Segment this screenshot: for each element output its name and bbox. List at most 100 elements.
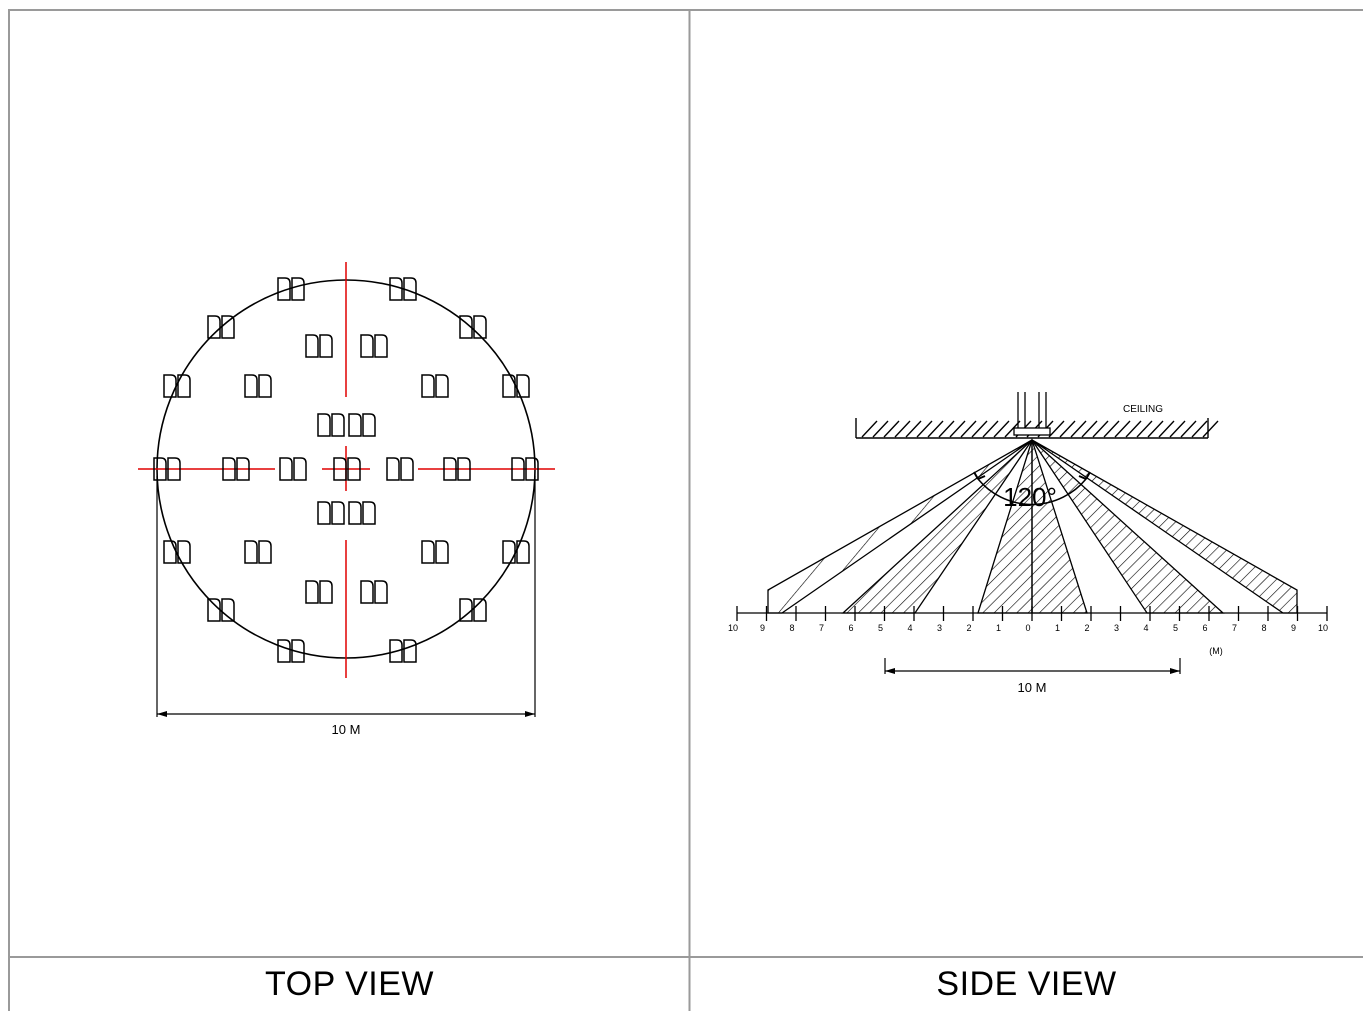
zone-segment (177, 540, 191, 564)
detection-zone-marker (459, 315, 487, 339)
zone-segment (244, 540, 258, 564)
zone-segment (386, 457, 400, 481)
zone-segment (360, 580, 374, 604)
zone-segment (435, 374, 449, 398)
ceiling-hatch-mark (1136, 420, 1153, 438)
detection-zone-marker (153, 457, 181, 481)
detection-zone-marker (277, 639, 305, 663)
scale-tick-label: 9 (760, 623, 765, 633)
side-dim-arrow-right (1170, 668, 1180, 674)
scale-tick-label: 10 (1318, 623, 1328, 633)
scale-tick-label: 8 (1261, 623, 1266, 633)
crosshair (138, 262, 555, 678)
ceiling-hatch-mark (1092, 420, 1109, 438)
zone-segment (244, 374, 258, 398)
zone-segment (221, 598, 235, 622)
zone-segment (443, 457, 457, 481)
ceiling-hatch-mark (938, 420, 955, 438)
zone-segment (167, 457, 181, 481)
detection-zone-marker (163, 374, 191, 398)
detection-zone-marker (443, 457, 471, 481)
detection-zone-marker (511, 457, 539, 481)
detection-zone-marker (277, 277, 305, 301)
zone-segment (400, 457, 414, 481)
detection-zone-marker (207, 315, 235, 339)
detection-zone-marker (360, 334, 388, 358)
detection-zone-marker (360, 580, 388, 604)
detection-zone-marker (305, 334, 333, 358)
zone-segment (305, 334, 319, 358)
detection-zone-marker (163, 540, 191, 564)
zone-segment (279, 457, 293, 481)
ceiling-hatch-mark (1048, 420, 1065, 438)
ceiling-hatch-mark (894, 420, 911, 438)
zone-segment (459, 315, 473, 339)
zone-segment (421, 374, 435, 398)
detection-zone-marker (389, 277, 417, 301)
scale-tick-label: 3 (937, 623, 942, 633)
detection-zone-marker (421, 374, 449, 398)
top-dimension-label: 10 M (332, 722, 361, 737)
unit-label: (M) (1209, 646, 1223, 656)
scale-tick-label: 6 (848, 623, 853, 633)
top-dimension (156, 476, 536, 717)
ceiling-hatch-mark (916, 420, 933, 438)
zone-segment (403, 277, 417, 301)
angle-arrow-right (1078, 471, 1091, 480)
angle-arrow-left (973, 471, 986, 480)
detection-zone-marker (389, 639, 417, 663)
zone-segment (291, 277, 305, 301)
dim-arrow-right (525, 711, 535, 717)
detection-zone-marker (502, 540, 530, 564)
scale-tick-label: 1 (996, 623, 1001, 633)
ceiling-label: CEILING (1123, 404, 1163, 415)
zone-segment (277, 639, 291, 663)
ceiling-hatch-mark (982, 420, 999, 438)
side-view-caption: SIDE VIEW (936, 965, 1117, 1003)
zone-segment (459, 598, 473, 622)
scale-tick-label: 8 (789, 623, 794, 633)
zone-segment (153, 457, 167, 481)
scale-tick-label: 7 (1232, 623, 1237, 633)
angle-indicator (973, 440, 1091, 613)
ceiling-hatch-mark (872, 420, 889, 438)
ceiling-hatch-mark (1158, 420, 1175, 438)
ceiling-hatch-mark (993, 420, 1010, 438)
zone-segment (258, 540, 272, 564)
scale-tick-label: 4 (1143, 623, 1148, 633)
frame-border (8, 9, 1363, 1011)
zone-segment (435, 540, 449, 564)
side-view: CEILING 120° 10 9 8 7 6 5 4 3 2 1 0 1 2 3 4 5 6 7 8 9 10 (728, 392, 1328, 695)
detection-zone-marker (502, 374, 530, 398)
ceiling-hatch-mark (1059, 420, 1076, 438)
zone-segment (222, 457, 236, 481)
scale-tick-label: 1 (1055, 623, 1060, 633)
scale-tick-label: 3 (1114, 623, 1119, 633)
zone-segment (421, 540, 435, 564)
side-dim-arrow-left (885, 668, 895, 674)
zone-segment (473, 598, 487, 622)
ceiling-hatch-mark (1147, 420, 1164, 438)
zone-segment (457, 457, 471, 481)
zone-segment (360, 334, 374, 358)
zone-segment (511, 457, 525, 481)
zone-segment (305, 580, 319, 604)
zone-segment (403, 639, 417, 663)
zone-segment (331, 501, 345, 525)
ceiling-hatch-mark (1103, 420, 1120, 438)
zone-segment (516, 540, 530, 564)
ceiling-hatch-mark (1081, 420, 1098, 438)
scale-tick-label: 2 (1084, 623, 1089, 633)
zone-segment (502, 374, 516, 398)
ceiling-hatch-mark (1169, 420, 1186, 438)
ceiling-hatch-mark (1191, 420, 1208, 438)
ceiling-hatch-mark (861, 420, 878, 438)
ceiling-hatch-mark (960, 420, 977, 438)
zone-segment (331, 413, 345, 437)
zone-segment (389, 639, 403, 663)
detection-zone-marker (244, 540, 272, 564)
detection-zone-marker (348, 501, 376, 525)
zone-segment (333, 457, 347, 481)
side-dimension (884, 658, 1181, 674)
zone-segment (347, 457, 361, 481)
